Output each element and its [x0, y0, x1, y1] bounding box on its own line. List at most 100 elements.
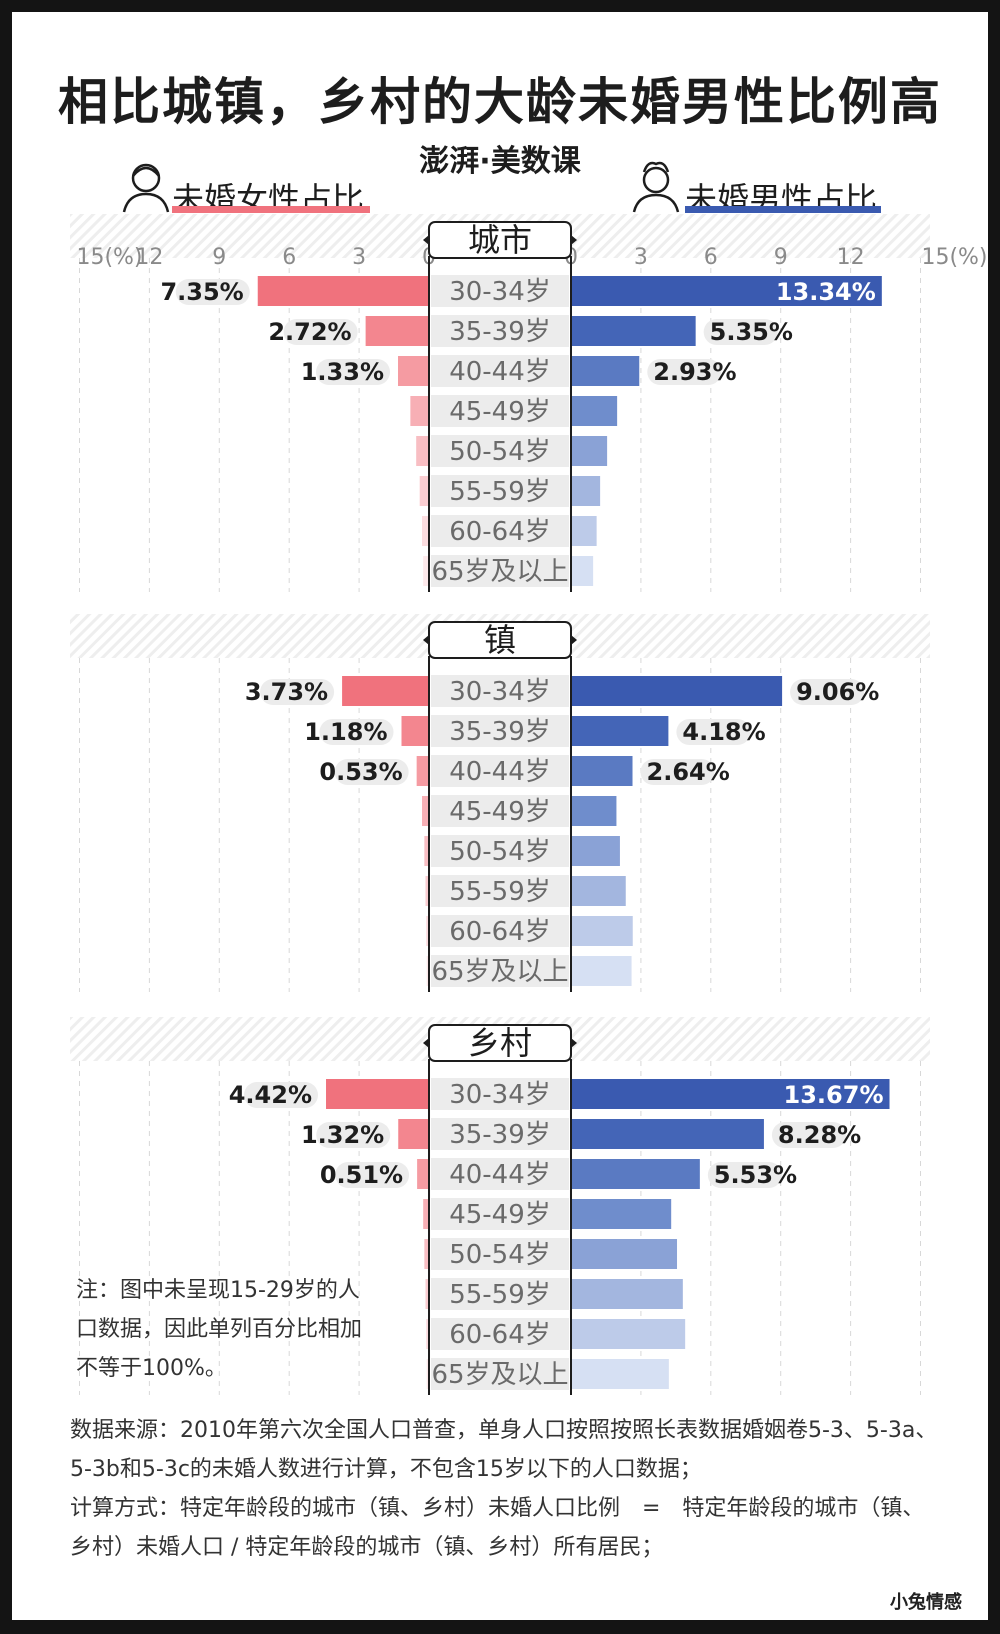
male-bar [571, 1279, 683, 1309]
male-bar [571, 436, 608, 466]
female-bar [424, 836, 429, 866]
data-source-text: 数据来源：2010年第六次全国人口普查，单身人口按照按照长表数据婚姻卷5-3、5… [70, 1418, 938, 1482]
male-bar [571, 1159, 700, 1189]
age-label: 30-34岁 [449, 277, 551, 307]
man-icon [632, 161, 680, 213]
female-bar [365, 316, 429, 346]
female-bar [422, 516, 429, 546]
age-label: 50-54岁 [449, 837, 551, 867]
female-value-bg [335, 1162, 410, 1188]
male-bar [571, 1199, 672, 1229]
axis-tick-left: 3 [352, 245, 366, 270]
age-label-bg [431, 275, 569, 307]
age-label-bg [431, 955, 569, 987]
male-bar [571, 676, 783, 706]
panel-title: 镇 [484, 621, 516, 659]
watermark: 小兔情感 [890, 1592, 962, 1613]
female-bar [398, 356, 429, 386]
chart-note: 注：图中未呈现15-29岁的人口数据，因此单列百分比相加不等于100%。 [76, 1278, 363, 1381]
woman-icon [122, 163, 170, 213]
age-label-bg [431, 395, 569, 427]
age-label-bg [431, 1198, 569, 1230]
female-value-label: 1.32% [301, 1121, 384, 1149]
age-label-bg [431, 915, 569, 947]
female-value-bg [319, 719, 394, 745]
male-bar [571, 516, 597, 546]
age-label: 35-39岁 [449, 317, 551, 347]
age-label: 40-44岁 [449, 357, 551, 387]
male-value-bg [676, 719, 751, 745]
axis-tick-right: 12 [837, 245, 865, 270]
male-bar [571, 396, 618, 426]
male-bar [571, 356, 640, 386]
female-bar [426, 916, 429, 946]
female-value-bg [260, 679, 335, 705]
female-value-bg [316, 1122, 391, 1148]
male-value-bg [707, 1162, 782, 1188]
female-bar [426, 1359, 429, 1389]
age-label: 60-64岁 [449, 517, 551, 547]
legend-female-swatch [172, 206, 370, 213]
legend-male-swatch [685, 206, 881, 213]
footer-notes: 数据来源：2010年第六次全国人口普查，单身人口按照按照长表数据婚姻卷5-3、5… [70, 1411, 940, 1567]
axis-tick-right: 9 [774, 245, 788, 270]
female-bar [425, 1279, 429, 1309]
age-label-bg [431, 315, 569, 347]
male-bar [571, 1119, 764, 1149]
age-label-bg [431, 1078, 569, 1110]
axis-tick-right: 15(%) [921, 245, 987, 270]
male-value-label: 13.34% [776, 278, 876, 306]
panel-title: 乡村 [468, 1024, 532, 1062]
male-bar [571, 1359, 669, 1389]
male-bar [571, 836, 620, 866]
age-label: 40-44岁 [449, 1160, 551, 1190]
female-bar [426, 956, 429, 986]
age-label: 55-59岁 [449, 877, 551, 907]
male-bar [571, 716, 669, 746]
age-label: 30-34岁 [449, 677, 551, 707]
age-label: 35-39岁 [449, 1120, 551, 1150]
female-bar [416, 756, 429, 786]
male-bar [571, 1239, 678, 1269]
age-label: 60-64岁 [449, 917, 551, 947]
axis-tick-right: 3 [634, 245, 648, 270]
age-label: 45-49岁 [449, 397, 551, 427]
age-label-bg [431, 435, 569, 467]
male-value-label: 2.93% [653, 358, 736, 386]
female-bar [398, 1119, 429, 1149]
age-label-bg [431, 675, 569, 707]
female-value-label: 3.73% [245, 678, 328, 706]
female-bar [423, 1199, 429, 1229]
age-label: 50-54岁 [449, 1240, 551, 1270]
female-value-label: 2.72% [268, 318, 351, 346]
female-bar [257, 276, 429, 306]
panel-title: 城市 [468, 221, 532, 259]
age-label: 65岁及以上 [431, 957, 568, 987]
panel-title-arrow-left [423, 635, 429, 645]
female-bar [401, 716, 429, 746]
age-label: 45-49岁 [449, 797, 551, 827]
age-label: 65岁及以上 [431, 1360, 568, 1390]
age-label-bg [431, 1158, 569, 1190]
age-label-bg [431, 835, 569, 867]
male-bar [571, 476, 601, 506]
female-bar [422, 796, 429, 826]
male-bar [571, 1079, 890, 1109]
panel-title-arrow-right [571, 635, 577, 645]
female-bar [426, 1319, 429, 1349]
age-label: 40-44岁 [449, 757, 551, 787]
male-value-label: 8.28% [778, 1121, 861, 1149]
age-label-bg [431, 1278, 569, 1310]
female-bar [417, 1159, 429, 1189]
male-value-bg [703, 319, 778, 345]
male-bar [571, 756, 633, 786]
female-value-label: 7.35% [160, 278, 243, 306]
male-value-bg [790, 679, 865, 705]
male-bar [571, 916, 633, 946]
male-value-bg [640, 759, 715, 785]
axis-tick-right: 6 [704, 245, 718, 270]
age-label-bg [431, 1318, 569, 1350]
axis-tick-left: 9 [212, 245, 226, 270]
male-bar [571, 1319, 686, 1349]
axis-tick-left: 15(%) [76, 245, 142, 270]
